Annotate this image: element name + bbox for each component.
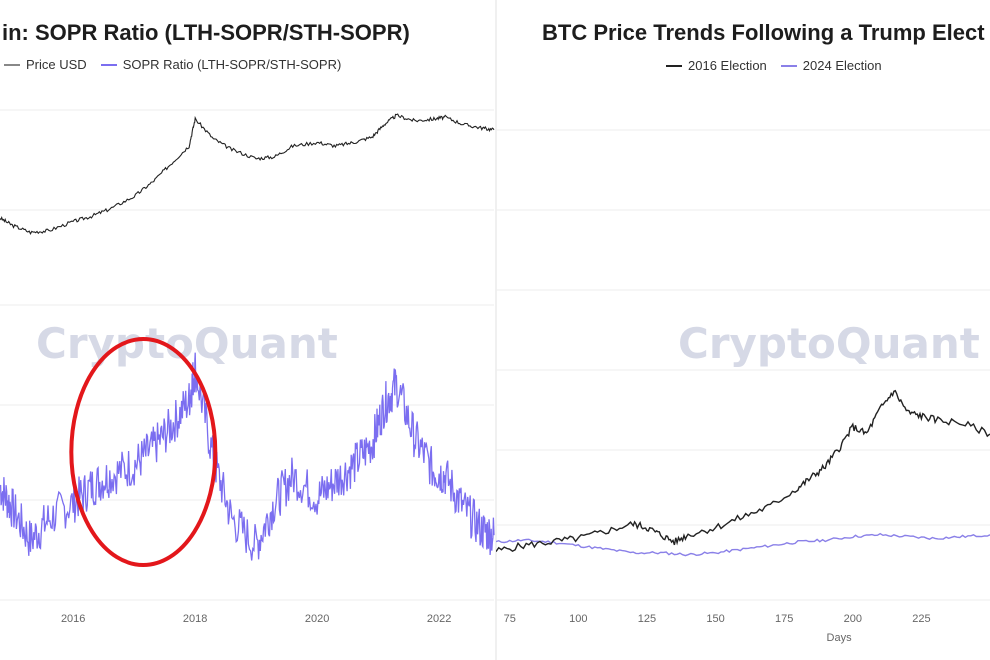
left-chart-legend: Price USD SOPR Ratio (LTH-SOPR/STH-SOPR) [4, 57, 355, 72]
left-x-tick-2018: 2018 [183, 613, 207, 625]
right-x-tick-200: 200 [844, 613, 862, 625]
sopr-ratio-chart-panel: in: SOPR Ratio (LTH-SOPR/STH-SOPR) Price… [0, 20, 495, 625]
right-chart-title: BTC Price Trends Following a Trump Elect [542, 20, 985, 45]
legend-label-2024: 2024 Election [802, 58, 882, 73]
panel-divider [495, 0, 497, 660]
legend-item-2024[interactable]: 2024 Election [780, 58, 882, 73]
trump-election-chart-panel: BTC Price Trends Following a Trump Elect… [496, 0, 990, 660]
legend-label-2016: 2016 Election [688, 58, 767, 73]
right-x-tick-100: 100 [569, 613, 587, 625]
right-x-tick-125: 125 [638, 613, 656, 625]
price-swatch [4, 63, 20, 66]
series-2024-election [496, 532, 990, 557]
right-chart-plot: CryptoQuant 75 100 125 150 175 200 225 Days [496, 129, 990, 644]
legend-item-sopr[interactable]: SOPR Ratio (LTH-SOPR/STH-SOPR) [100, 57, 342, 72]
left-x-tick-2020: 2020 [305, 613, 329, 625]
highlight-ellipse [69, 337, 218, 567]
legend-label-sopr: SOPR Ratio (LTH-SOPR/STH-SOPR) [122, 57, 342, 72]
left-x-tick-2016: 2016 [61, 613, 85, 625]
series-sopr-ratio [0, 352, 495, 561]
left-x-tick-2022: 2022 [427, 613, 451, 625]
left-chart-title: in: SOPR Ratio (LTH-SOPR/STH-SOPR) [2, 20, 410, 45]
legend-item-2016[interactable]: 2016 Election [666, 58, 767, 73]
right-chart-legend: 2016 Election 2024 Election [666, 58, 896, 73]
legend-item-price[interactable]: Price USD [4, 57, 87, 72]
election-2016-swatch [666, 64, 682, 67]
right-x-tick-150: 150 [706, 613, 724, 625]
legend-label-price: Price USD [26, 57, 87, 72]
right-x-tick-75: 75 [504, 613, 516, 625]
election-2024-swatch [780, 64, 797, 67]
right-x-tick-225: 225 [912, 613, 930, 625]
sopr-swatch [100, 63, 117, 66]
right-x-axis-label: Days [827, 632, 853, 644]
series-price-usd [0, 113, 495, 236]
right-watermark: CryptoQuant [678, 319, 980, 368]
series-2016-election [496, 389, 990, 553]
right-x-tick-175: 175 [775, 613, 793, 625]
